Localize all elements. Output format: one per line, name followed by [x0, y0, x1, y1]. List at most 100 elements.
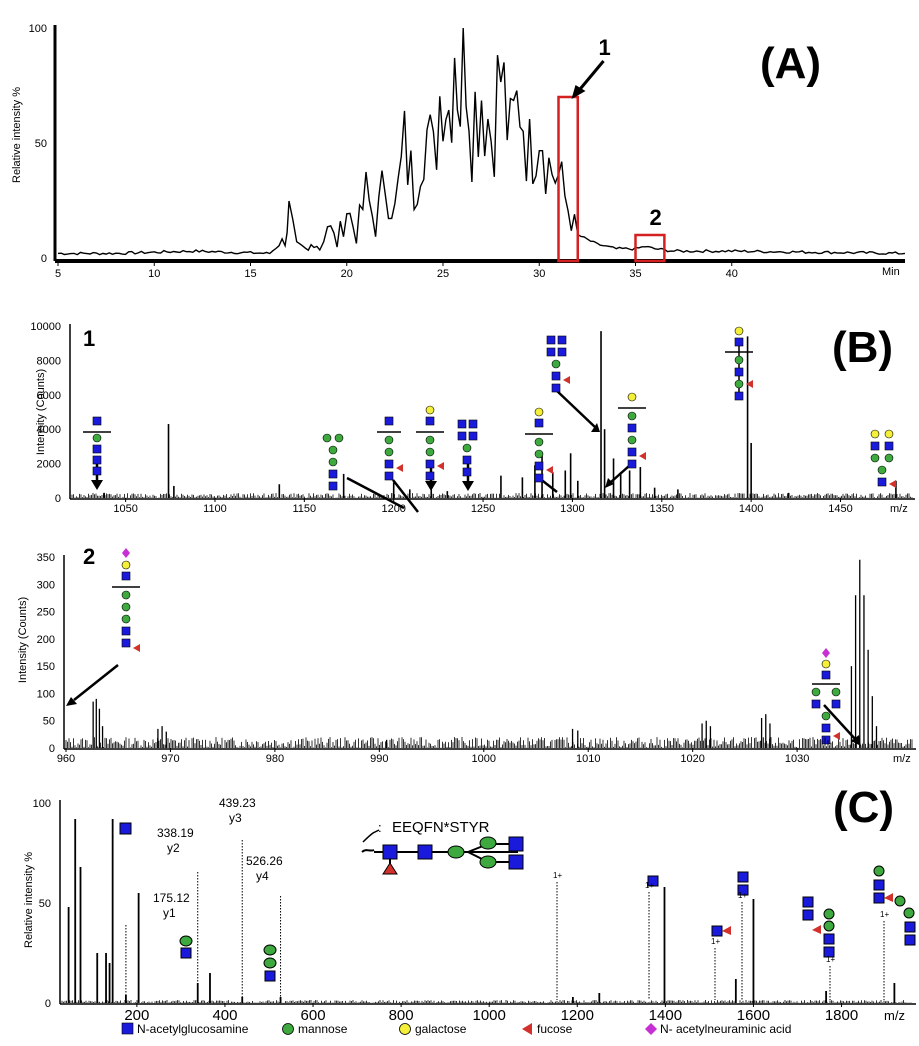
glycan-arrow	[66, 664, 119, 706]
panel-a-ytick-label: 0	[41, 253, 47, 265]
xtick-label: 960	[57, 753, 75, 765]
xtick-label: 400	[212, 1007, 237, 1024]
ytick-label: 200	[37, 634, 55, 646]
legend-label: mannose	[298, 1022, 348, 1036]
xtick-label: 1800	[825, 1007, 858, 1024]
xtick-label: 1300	[560, 503, 584, 515]
panel-b2-ylabel: Intensity (Counts)	[17, 597, 29, 683]
xtick-label: 1400	[649, 1007, 682, 1024]
highlight-box-2	[634, 233, 666, 263]
xtick-label: 1030	[785, 753, 809, 765]
spectrum-noise	[71, 493, 913, 498]
ytick-label: 0	[45, 998, 51, 1010]
xtick-label: 1000	[473, 1007, 506, 1024]
panel-label-a: (A)	[760, 39, 821, 88]
fragment-ion: y2	[167, 841, 180, 855]
charge-label: 1+	[826, 955, 835, 964]
xtick-label: 980	[266, 753, 284, 765]
legend-label: N-acetylglucosamine	[137, 1022, 249, 1036]
ytick-label: 100	[37, 688, 55, 700]
panel-a-ylabel: Relative intensity %	[11, 87, 23, 183]
fragment-glycan-icons	[119, 822, 916, 982]
xtick-label: 1010	[576, 753, 600, 765]
fragment-mz: 175.12	[153, 891, 190, 905]
ytick-label: 4000	[37, 424, 61, 436]
legend-label: galactose	[415, 1022, 467, 1036]
fragment-mz: 338.19	[157, 826, 194, 840]
panel-b1-xunit: m/z	[890, 503, 908, 515]
fucose-triangle-icon	[522, 1023, 532, 1035]
ytick-label: 250	[37, 607, 55, 619]
charge-label: 1+	[880, 910, 889, 919]
spectrum-noise	[61, 1000, 912, 1003]
panel-a-axes	[53, 25, 905, 263]
legend-item: fucose	[522, 1022, 573, 1036]
xtick-label: 600	[301, 1007, 326, 1024]
spectrum-noise	[65, 737, 913, 748]
legend-item: mannose	[282, 1022, 348, 1036]
legend-item: N-acetylglucosamine	[121, 1022, 249, 1036]
glycan-arrow	[346, 476, 405, 510]
monosaccharide-legend: N-acetylglucosamine mannose galactose fucos…	[121, 1022, 791, 1036]
panel-a-xunit: Min	[882, 266, 900, 278]
panel-c-xunit: m/z	[884, 1008, 905, 1023]
glcnac-square-icon	[121, 1022, 134, 1035]
chromatogram-trace	[57, 27, 906, 256]
panel-a-ytick-label: 50	[35, 138, 47, 150]
ytick-label: 350	[37, 552, 55, 564]
panel-a: (A) Relative intensity % 5 10 15 20 25 30 35 40…	[11, 23, 906, 280]
xtick-label: 1400	[739, 503, 763, 515]
xtick-label: 1600	[737, 1007, 770, 1024]
ytick-label: 150	[37, 661, 55, 673]
legend-item: N- acetylneuraminic acid	[645, 1022, 791, 1036]
panel-a-xtick-label: 20	[341, 268, 353, 280]
fragment-ion: y4	[256, 869, 269, 883]
xtick-label: 1450	[828, 503, 852, 515]
highlight-box-1	[557, 95, 579, 263]
sialic-diamond-icon	[645, 1023, 657, 1035]
highlight-arrowhead	[571, 85, 586, 99]
circle-icon	[282, 1023, 294, 1035]
panel-b1-glycan-structures	[83, 326, 896, 745]
glycan-arrow	[555, 389, 600, 432]
legend-label: N- acetylneuraminic acid	[660, 1022, 791, 1036]
peptide-symbol-icon	[362, 829, 380, 843]
legend-item: galactose	[399, 1022, 467, 1036]
panel-a-xtick-label: 15	[244, 268, 256, 280]
glycan-arrow	[392, 479, 419, 513]
panel-a-xtick-label: 30	[533, 268, 545, 280]
ytick-label: 6000	[37, 390, 61, 402]
xtick-label: 200	[124, 1007, 149, 1024]
ytick-label: 0	[49, 743, 55, 755]
xtick-label: 1200	[381, 503, 405, 515]
panel-b2-xunit: m/z	[893, 753, 911, 765]
highlight-label-2: 2	[650, 205, 662, 230]
xtick-label: 970	[161, 753, 179, 765]
ytick-label: 10000	[30, 321, 61, 333]
charge-label: 1+	[553, 871, 562, 880]
fragment-ion: y1	[163, 906, 176, 920]
xtick-label: 800	[389, 1007, 414, 1024]
ytick-label: 100	[33, 798, 51, 810]
xtick-label: 1250	[471, 503, 495, 515]
xtick-label: 1050	[113, 503, 137, 515]
xtick-label: 1350	[650, 503, 674, 515]
panel-a-xtick-label: 25	[437, 268, 449, 280]
fragment-ion: y3	[229, 811, 242, 825]
panel-b2-number: 2	[83, 544, 95, 569]
panel-label-c: (C)	[833, 783, 894, 832]
charge-label: 1+	[645, 881, 654, 890]
panel-b1-number: 1	[83, 326, 95, 351]
fragment-mz: 526.26	[246, 854, 283, 868]
panel-c: (C) Relative intensity % 200 400 600 800 100…	[23, 783, 916, 1024]
panel-c-ylabel: Relative intensity %	[23, 852, 35, 948]
ytick-label: 0	[55, 493, 61, 505]
panel-a-xtick-label: 40	[726, 268, 738, 280]
charge-label: 1+	[738, 891, 747, 900]
circle-icon	[399, 1023, 411, 1035]
glycan-arrow	[462, 462, 474, 491]
charge-label: 1+	[711, 937, 720, 946]
ytick-label: 8000	[37, 355, 61, 367]
ytick-label: 2000	[37, 459, 61, 471]
glycan-arrow	[823, 704, 861, 746]
